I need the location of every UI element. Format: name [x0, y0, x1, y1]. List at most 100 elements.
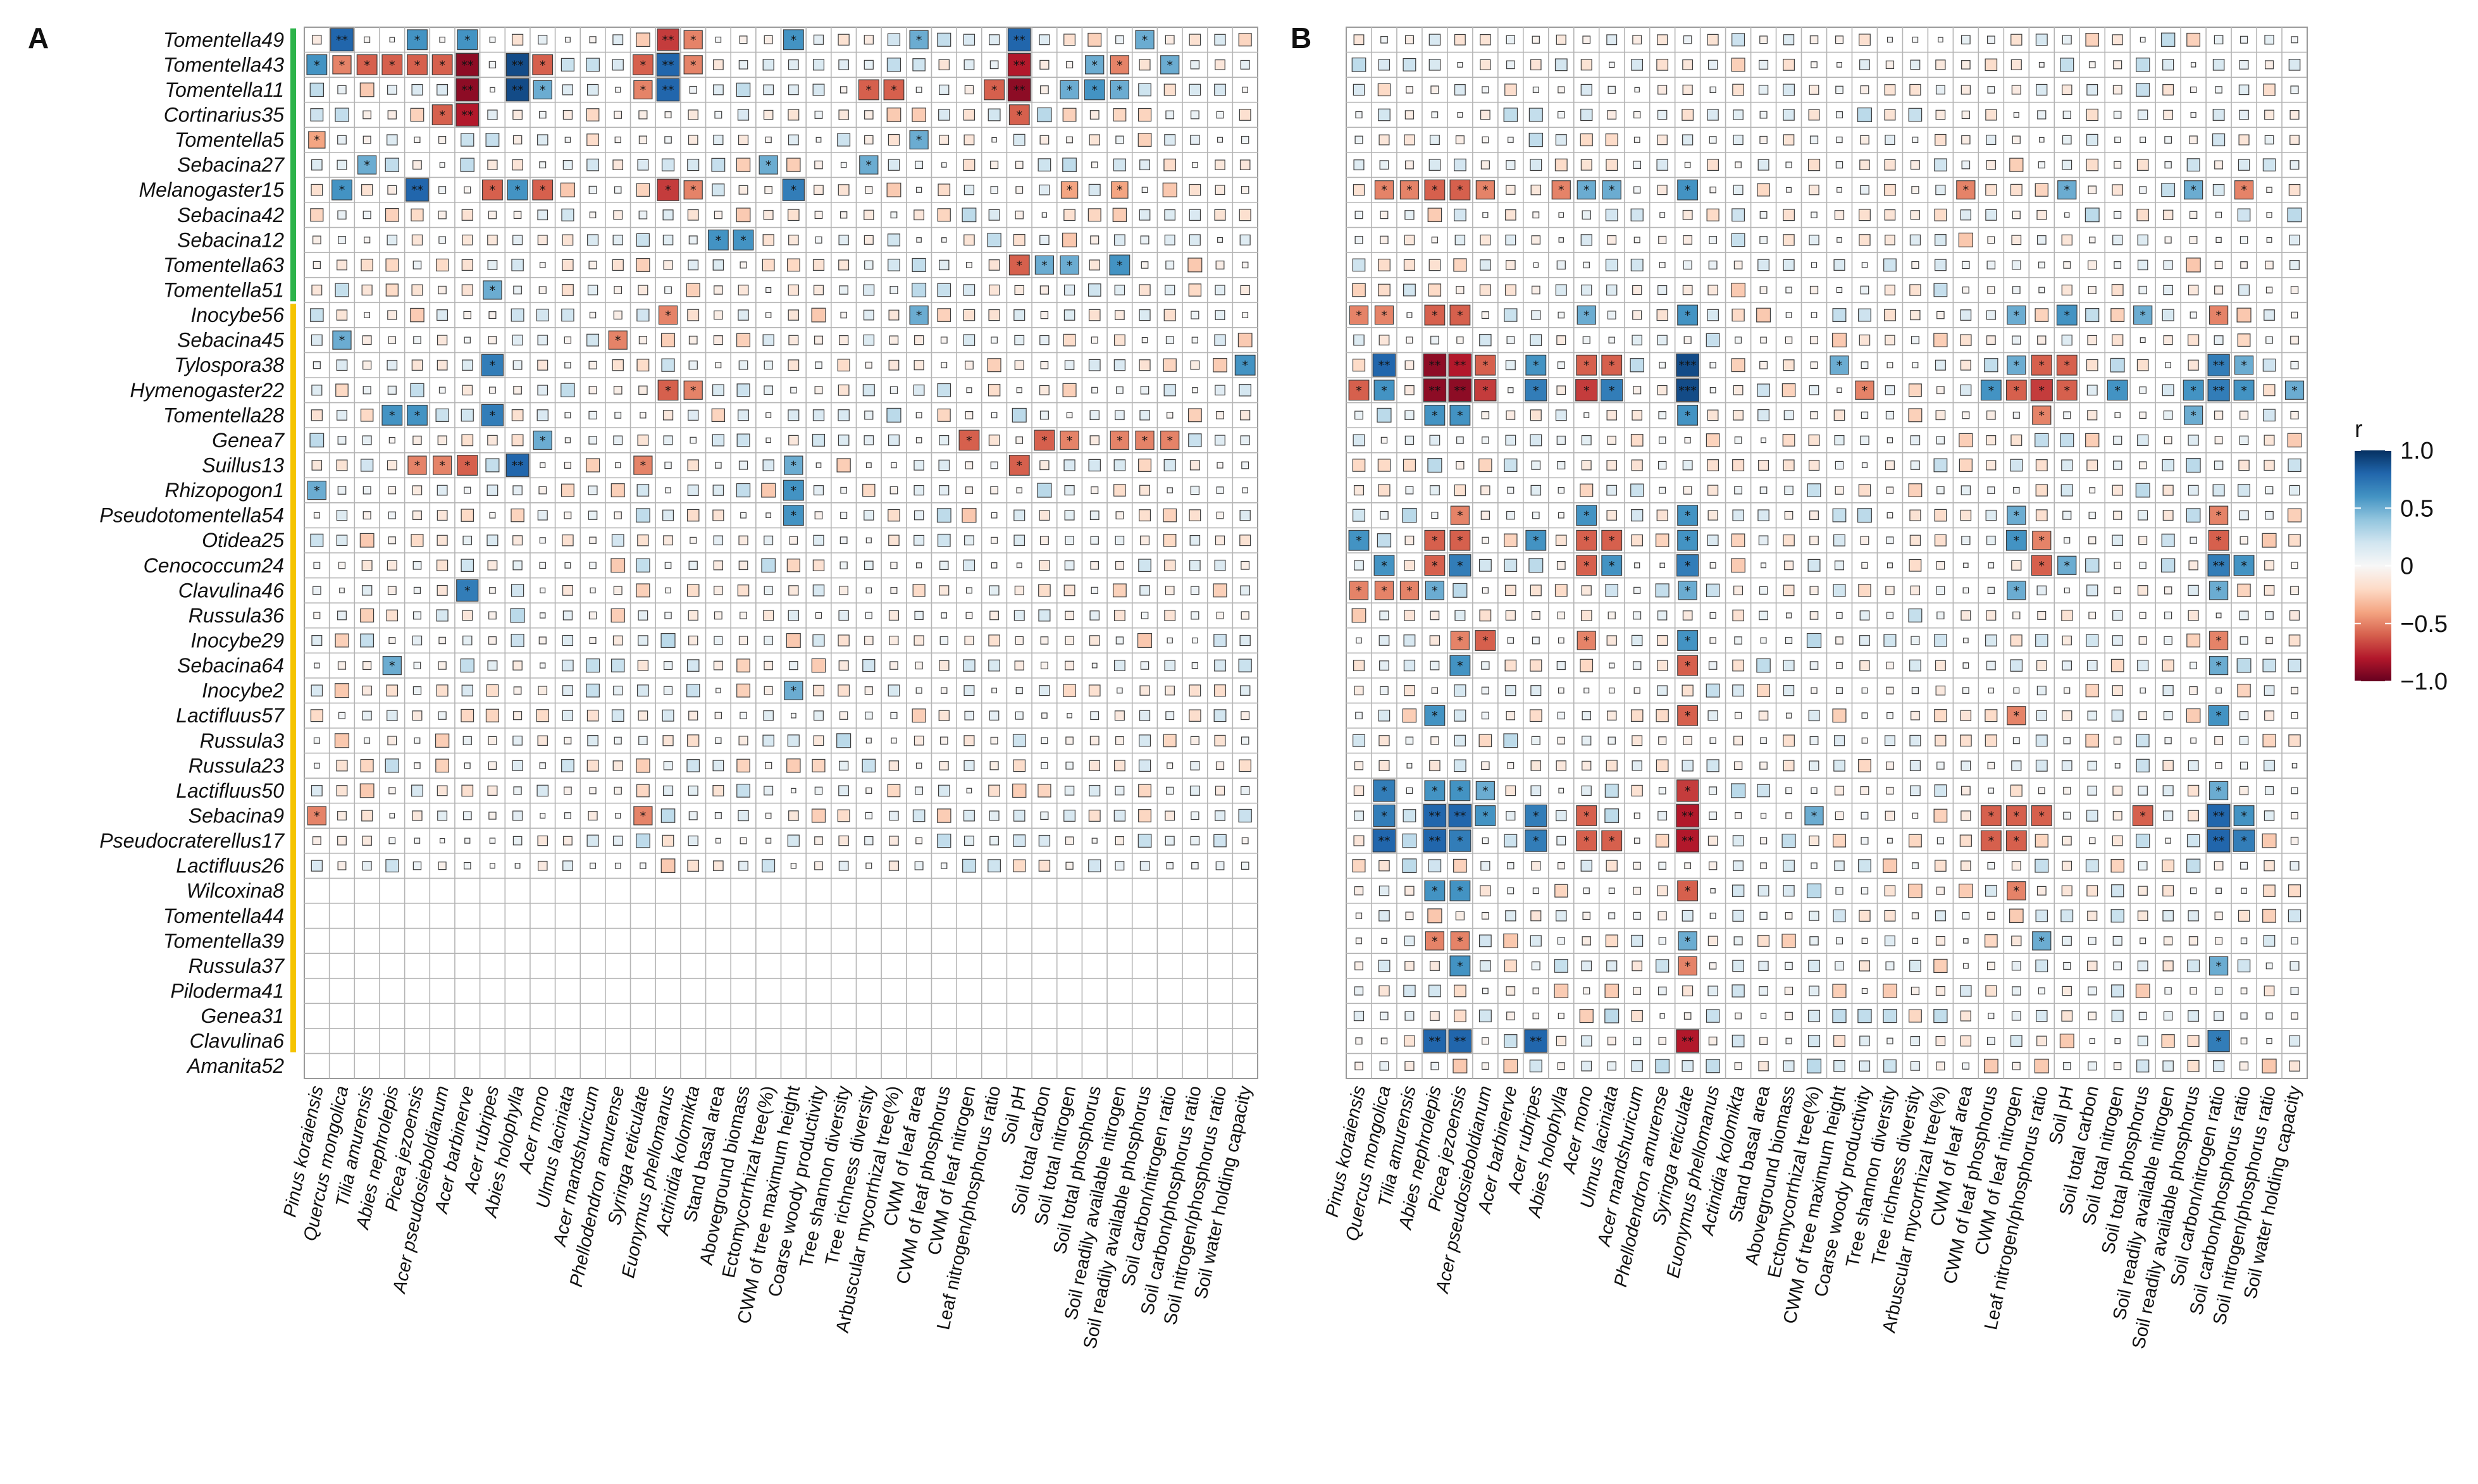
- heatmap-cell: [1886, 486, 1894, 494]
- heatmap-cell: [2265, 636, 2273, 645]
- heatmap-cell: [2137, 1036, 2148, 1046]
- heatmap-cell: [1425, 581, 1445, 600]
- heatmap-cell: [1039, 285, 1050, 295]
- heatmap-cell: [2160, 32, 2176, 47]
- significance-marker: *: [364, 159, 370, 173]
- heatmap-cell: [2212, 484, 2225, 497]
- heatmap-cell: [309, 82, 325, 97]
- heatmap-cell: [310, 709, 323, 722]
- significance-marker: *: [339, 58, 345, 72]
- heatmap-cell: [1581, 585, 1592, 596]
- heatmap-cell: [1431, 237, 1439, 244]
- heatmap-cell: [1883, 1009, 1897, 1023]
- heatmap-cell: [2265, 261, 2274, 269]
- heatmap-cell: [2183, 380, 2204, 401]
- heatmap-cell: [1958, 232, 1973, 247]
- heatmap-panel-a: ** * * ** * * * ** ** * * * * * ** ** * * ** * ** * * *** ** * * **…: [99, 27, 1258, 1351]
- heatmap-cell: [640, 412, 647, 419]
- heatmap-cell: [1090, 711, 1100, 720]
- heatmap-cell: [2086, 584, 2098, 597]
- heatmap-cell: [362, 511, 371, 520]
- heatmap-cell: [1113, 234, 1125, 246]
- heatmap-cell: [485, 458, 500, 473]
- heatmap-cell: [1609, 687, 1615, 694]
- heatmap-cell: [1354, 962, 1363, 970]
- heatmap-cell: [314, 662, 320, 669]
- heatmap-cell: [1835, 636, 1843, 645]
- row-group-bar: [290, 28, 296, 302]
- heatmap-cell: [889, 636, 899, 645]
- heatmap-cell: [1525, 529, 1547, 551]
- heatmap-cell: [2289, 610, 2300, 621]
- heatmap-cell: [941, 687, 948, 694]
- heatmap-cell: [912, 257, 926, 272]
- heatmap-cell: [2241, 887, 2247, 894]
- heatmap-cell: [1659, 262, 1666, 268]
- heatmap-cell: [2005, 805, 2027, 826]
- heatmap-cell: [362, 861, 372, 871]
- heatmap-cell: [1040, 311, 1049, 319]
- heatmap-cell: [1582, 210, 1591, 220]
- heatmap-cell: [540, 587, 546, 593]
- significance-marker: **: [1454, 1035, 1466, 1049]
- heatmap-cell: [464, 838, 471, 844]
- heatmap-cell: [1508, 387, 1514, 393]
- heatmap-cell: [886, 407, 901, 423]
- heatmap-cell: [1783, 410, 1794, 421]
- heatmap-cell: [387, 359, 398, 371]
- heatmap-cell: [512, 335, 523, 346]
- heatmap-cell: [1910, 210, 1920, 220]
- heatmap-cell: [2060, 484, 2073, 497]
- heatmap-cell: [886, 58, 901, 72]
- heatmap-cell: [411, 534, 424, 547]
- heatmap-cell: [890, 211, 898, 219]
- heatmap-cell: [1709, 786, 1718, 795]
- heatmap-cell: [1833, 1035, 1845, 1048]
- row-labels: Tomentella49Tomentella43Tomentella11Cort…: [99, 28, 285, 1077]
- heatmap-cell: [514, 863, 521, 869]
- heatmap-cell: [1933, 958, 1948, 974]
- significance-marker: *: [1017, 109, 1023, 123]
- heatmap-cell: [914, 535, 925, 546]
- heatmap-cell: [1014, 585, 1024, 595]
- heatmap-cell: [2266, 212, 2272, 218]
- heatmap-cell: [1558, 687, 1564, 694]
- heatmap-cell: [1785, 1037, 1792, 1044]
- heatmap-cell: [1403, 984, 1416, 998]
- heatmap-cell: [385, 207, 399, 222]
- heatmap-cell: [2012, 411, 2020, 419]
- heatmap-cell: [1214, 734, 1226, 746]
- heatmap-cell: [1423, 1029, 1447, 1053]
- heatmap-cell: [1807, 483, 1821, 497]
- heatmap-cell: [838, 235, 849, 245]
- heatmap-cell: [689, 85, 697, 94]
- heatmap-cell: [2088, 536, 2097, 545]
- heatmap-cell: [438, 236, 446, 244]
- heatmap-cell: [537, 510, 548, 521]
- heatmap-cell: [1961, 85, 1971, 95]
- heatmap-cell: [963, 659, 976, 672]
- heatmap-cell: [1984, 358, 1998, 373]
- heatmap-cell: [840, 311, 847, 319]
- heatmap-cell: [1137, 108, 1152, 122]
- heatmap-cell: [487, 260, 498, 270]
- heatmap-cell: [2207, 829, 2231, 853]
- heatmap-cell: [963, 760, 975, 771]
- heatmap-cell: [1530, 584, 1542, 597]
- heatmap-cell: [1448, 1029, 1472, 1053]
- heatmap-cell: [1504, 834, 1518, 848]
- heatmap-cell: [1785, 336, 1793, 344]
- heatmap-cell: [1532, 285, 1540, 295]
- heatmap-cell: [2061, 885, 2072, 896]
- heatmap-cell: [411, 784, 423, 797]
- heatmap-cell: [464, 337, 471, 343]
- heatmap-cell: [1480, 259, 1491, 271]
- heatmap-cell: [1504, 308, 1518, 322]
- heatmap-cell: [1656, 759, 1669, 772]
- heatmap-cell: [1986, 135, 1997, 145]
- heatmap-cell: [938, 109, 950, 121]
- heatmap-cell: [1783, 734, 1795, 747]
- heatmap-cell: [1530, 485, 1542, 496]
- significance-marker: *: [1583, 810, 1590, 824]
- row-label: Cortinarius35: [164, 104, 285, 127]
